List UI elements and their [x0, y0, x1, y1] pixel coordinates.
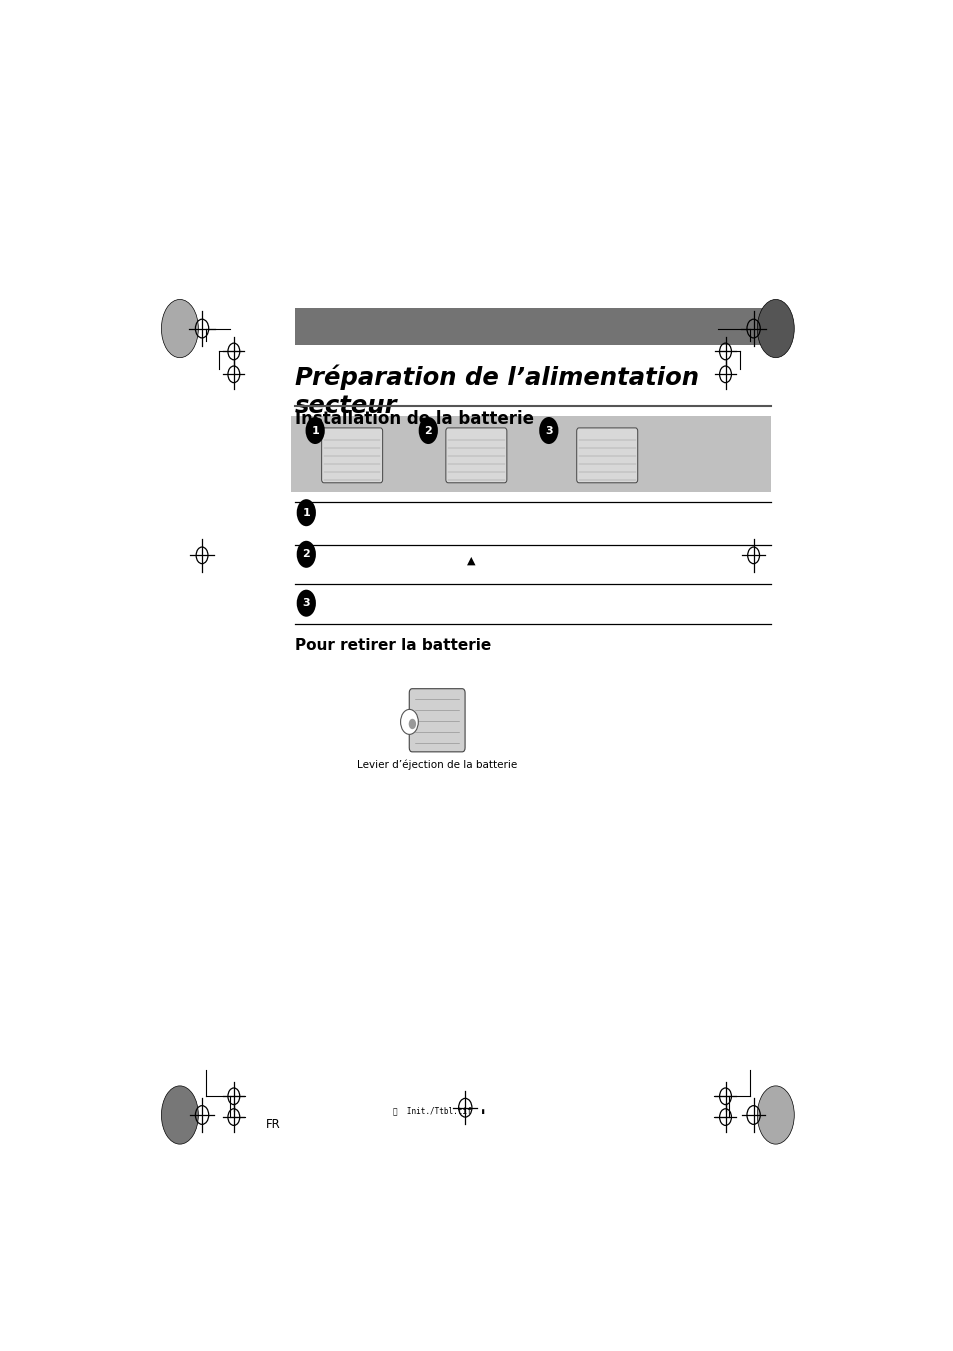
Text: ▲: ▲ — [466, 555, 475, 566]
Text: Levier d’éjection de la batterie: Levier d’éjection de la batterie — [356, 759, 517, 770]
Circle shape — [400, 709, 417, 735]
Ellipse shape — [757, 1086, 794, 1144]
Text: 2: 2 — [302, 550, 310, 559]
Circle shape — [305, 417, 324, 444]
Ellipse shape — [161, 1086, 198, 1144]
Text: 2: 2 — [424, 426, 432, 435]
Circle shape — [296, 589, 315, 616]
Text: Installation de la batterie: Installation de la batterie — [294, 409, 534, 428]
Text: Préparation de l’alimentation
secteur: Préparation de l’alimentation secteur — [294, 365, 699, 419]
FancyBboxPatch shape — [409, 689, 465, 753]
Text: 3: 3 — [544, 426, 552, 435]
Text: 1: 1 — [302, 508, 310, 517]
Circle shape — [418, 417, 437, 444]
FancyBboxPatch shape — [321, 428, 382, 482]
Text: 1: 1 — [311, 426, 318, 435]
Text: ⓘ  Init./Ttbl.tif  ▮: ⓘ Init./Ttbl.tif ▮ — [393, 1106, 485, 1116]
Ellipse shape — [161, 300, 198, 358]
Circle shape — [408, 719, 416, 730]
Ellipse shape — [757, 300, 794, 358]
Text: 3: 3 — [302, 598, 310, 608]
Circle shape — [296, 499, 315, 526]
Bar — [291, 416, 771, 492]
Circle shape — [296, 540, 315, 567]
FancyBboxPatch shape — [445, 428, 506, 482]
Circle shape — [538, 417, 558, 444]
Bar — [294, 308, 776, 346]
FancyBboxPatch shape — [577, 428, 637, 482]
Text: FR: FR — [265, 1117, 280, 1131]
Text: Pour retirer la batterie: Pour retirer la batterie — [294, 638, 491, 653]
